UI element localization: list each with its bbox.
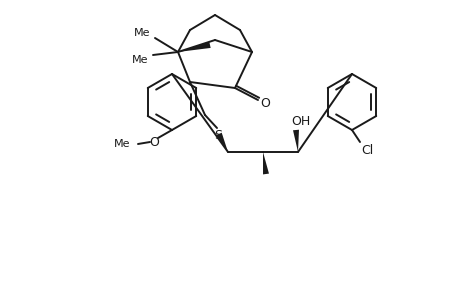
Text: S: S [213,128,222,142]
Text: O: O [259,97,269,110]
Text: Me: Me [131,55,148,65]
Polygon shape [216,133,228,152]
Text: Me: Me [133,28,150,38]
Text: Me: Me [113,139,130,149]
Text: OH: OH [291,115,310,128]
Text: Cl: Cl [360,143,372,157]
Polygon shape [292,130,298,152]
Polygon shape [263,152,269,174]
Polygon shape [178,42,210,52]
Text: O: O [149,136,159,148]
